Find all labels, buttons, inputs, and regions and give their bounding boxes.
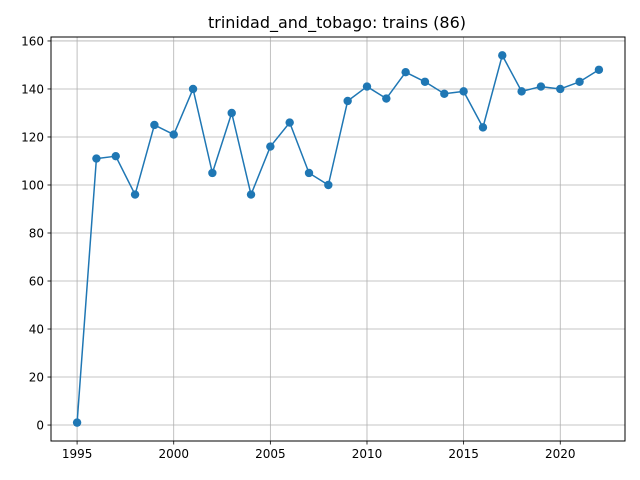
data-point [440,89,449,98]
plot-frame [50,36,626,442]
data-point [594,65,604,74]
data-point [536,82,546,91]
y-tick-label: 80 [29,226,44,240]
x-tick-label: 1995 [62,447,93,461]
data-point [111,151,120,161]
data-point [169,130,178,139]
data-point [517,87,526,96]
data-point [72,418,82,427]
data-point [556,84,565,94]
y-axis-ticks: 0 20 40 60 80 100 120 140 160 [21,34,51,433]
data-point [92,154,101,163]
x-tick-label: 2020 [545,447,576,461]
x-tick-label: 2000 [158,447,189,461]
chart-title: trinidad_and_tobago: trains (86) [208,13,466,33]
data-points [72,51,604,427]
y-tick-label: 20 [29,371,44,385]
y-tick-label: 120 [21,130,44,144]
data-point [285,118,294,127]
data-point [498,51,507,60]
data-point [304,168,314,178]
data-point [575,77,584,86]
series-line-group [76,54,600,423]
y-tick-label: 100 [21,178,44,192]
data-point [478,123,488,132]
data-point [246,190,256,199]
y-tick-label: 40 [29,323,44,337]
series-line [76,54,600,423]
data-point [362,82,372,91]
data-point [150,120,159,130]
data-point [343,96,352,106]
data-point [420,77,430,86]
data-point [382,94,391,103]
data-point [401,67,410,77]
data-point [208,168,217,178]
data-point [266,142,275,151]
x-tick-label: 2015 [448,447,479,461]
data-point [188,84,198,94]
y-tick-label: 60 [29,275,44,289]
y-tick-label: 160 [21,34,44,48]
y-tick-label: 140 [21,82,44,96]
x-tick-label: 2005 [255,447,286,461]
x-tick-label: 2010 [352,447,383,461]
x-axis-ticks: 1995 2000 2005 2010 2015 2020 [62,441,576,461]
data-point [324,180,333,190]
y-tick-label: 0 [36,419,44,433]
data-point [459,87,468,96]
data-point [227,108,236,118]
data-point [130,190,140,199]
